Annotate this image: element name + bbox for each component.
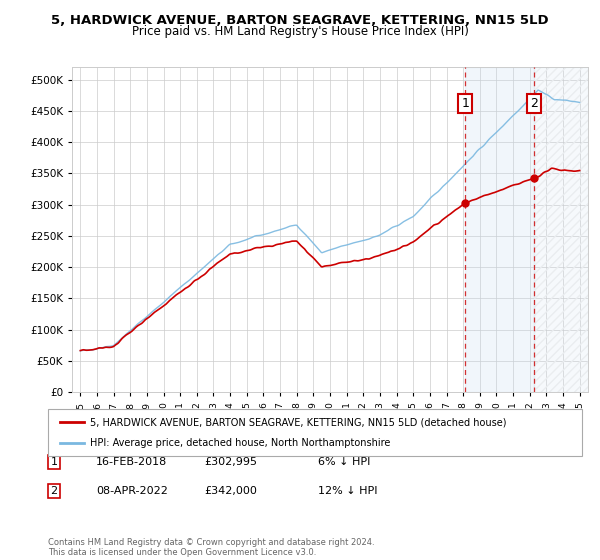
Text: £302,995: £302,995 [204, 457, 257, 467]
Text: 2: 2 [50, 486, 58, 496]
Text: 2: 2 [530, 97, 538, 110]
Text: £342,000: £342,000 [204, 486, 257, 496]
Text: Contains HM Land Registry data © Crown copyright and database right 2024.
This d: Contains HM Land Registry data © Crown c… [48, 538, 374, 557]
Text: 1: 1 [50, 457, 58, 467]
Text: 5, HARDWICK AVENUE, BARTON SEAGRAVE, KETTERING, NN15 5LD (detached house): 5, HARDWICK AVENUE, BARTON SEAGRAVE, KET… [90, 417, 506, 427]
Bar [465, 67, 534, 392]
Text: Price paid vs. HM Land Registry's House Price Index (HPI): Price paid vs. HM Land Registry's House … [131, 25, 469, 38]
Text: 16-FEB-2018: 16-FEB-2018 [96, 457, 167, 467]
Text: 6% ↓ HPI: 6% ↓ HPI [318, 457, 370, 467]
Text: HPI: Average price, detached house, North Northamptonshire: HPI: Average price, detached house, Nort… [90, 438, 391, 448]
Text: 12% ↓ HPI: 12% ↓ HPI [318, 486, 377, 496]
Text: 1: 1 [461, 97, 469, 110]
Bar [534, 67, 588, 392]
Text: 5, HARDWICK AVENUE, BARTON SEAGRAVE, KETTERING, NN15 5LD: 5, HARDWICK AVENUE, BARTON SEAGRAVE, KET… [51, 14, 549, 27]
Bar [534, 67, 588, 392]
Text: 08-APR-2022: 08-APR-2022 [96, 486, 168, 496]
